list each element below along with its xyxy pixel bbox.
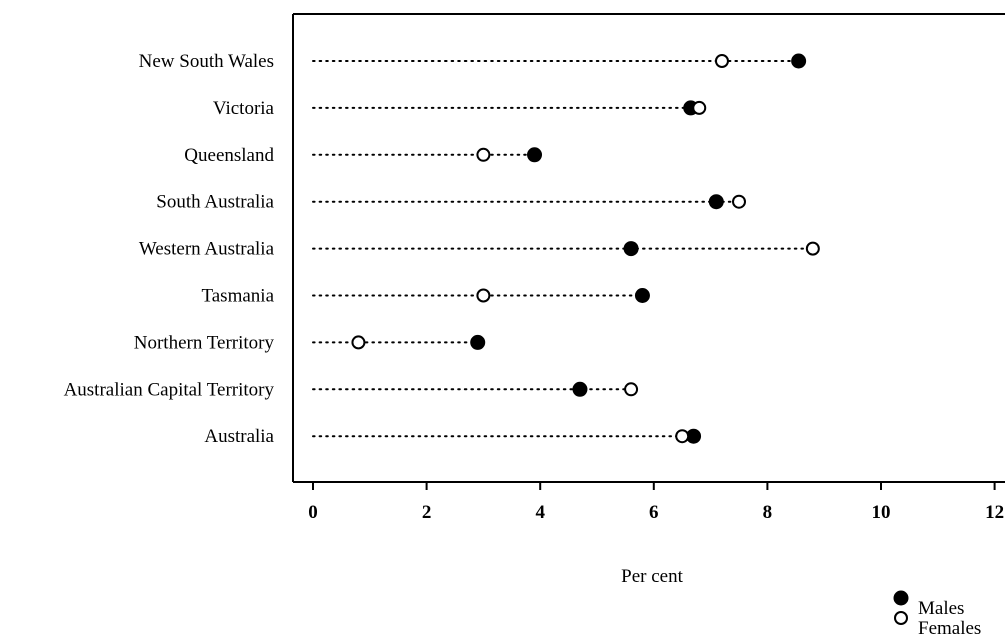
category-label: South Australia bbox=[156, 192, 274, 213]
females-marker bbox=[732, 194, 746, 209]
category-label: Western Australia bbox=[139, 239, 275, 260]
plot-frame bbox=[292, 13, 1005, 483]
males-marker bbox=[634, 288, 650, 303]
females-marker bbox=[476, 288, 491, 303]
category-label: Queensland bbox=[184, 145, 274, 166]
females-marker bbox=[805, 241, 820, 256]
legend: Males Females bbox=[893, 590, 981, 635]
category-label: Victoria bbox=[213, 98, 275, 119]
males-marker bbox=[470, 334, 486, 350]
males-marker bbox=[527, 147, 543, 163]
x-tick-label: 10 bbox=[872, 502, 891, 523]
x-tick-label: 4 bbox=[535, 502, 545, 523]
category-label: Tasmania bbox=[201, 286, 274, 307]
x-axis-ticks: 0 2 4 6 8 10 12 bbox=[308, 482, 1004, 523]
category-label: Northern Territory bbox=[134, 332, 275, 353]
females-marker bbox=[476, 147, 491, 162]
x-tick-label: 2 bbox=[422, 502, 432, 523]
legend-females-label: Females bbox=[918, 618, 981, 635]
category-label: Australia bbox=[204, 426, 274, 447]
legend-males-label: Males bbox=[918, 598, 964, 619]
females-marker bbox=[692, 100, 707, 115]
x-tick-label: 8 bbox=[763, 502, 773, 523]
legend-females-marker bbox=[894, 611, 908, 625]
x-tick-label: 6 bbox=[649, 502, 659, 523]
males-marker bbox=[791, 53, 807, 69]
category-labels: New South Wales Victoria Queensland South A… bbox=[64, 51, 275, 447]
x-tick-label: 12 bbox=[985, 502, 1004, 523]
dot-leaders bbox=[312, 60, 814, 438]
category-label: Australian Capital Territory bbox=[64, 379, 275, 400]
x-tick-label: 0 bbox=[308, 502, 318, 523]
legend-males-marker bbox=[893, 590, 909, 606]
x-axis-title: Per cent bbox=[621, 566, 683, 587]
females-marker bbox=[624, 382, 639, 397]
males-marker bbox=[708, 194, 724, 210]
females-marker bbox=[675, 429, 690, 444]
data-markers bbox=[351, 53, 820, 444]
females-marker bbox=[351, 335, 366, 350]
category-label: New South Wales bbox=[139, 51, 274, 72]
males-marker bbox=[572, 381, 588, 397]
females-marker bbox=[714, 54, 729, 68]
males-marker bbox=[623, 241, 639, 257]
